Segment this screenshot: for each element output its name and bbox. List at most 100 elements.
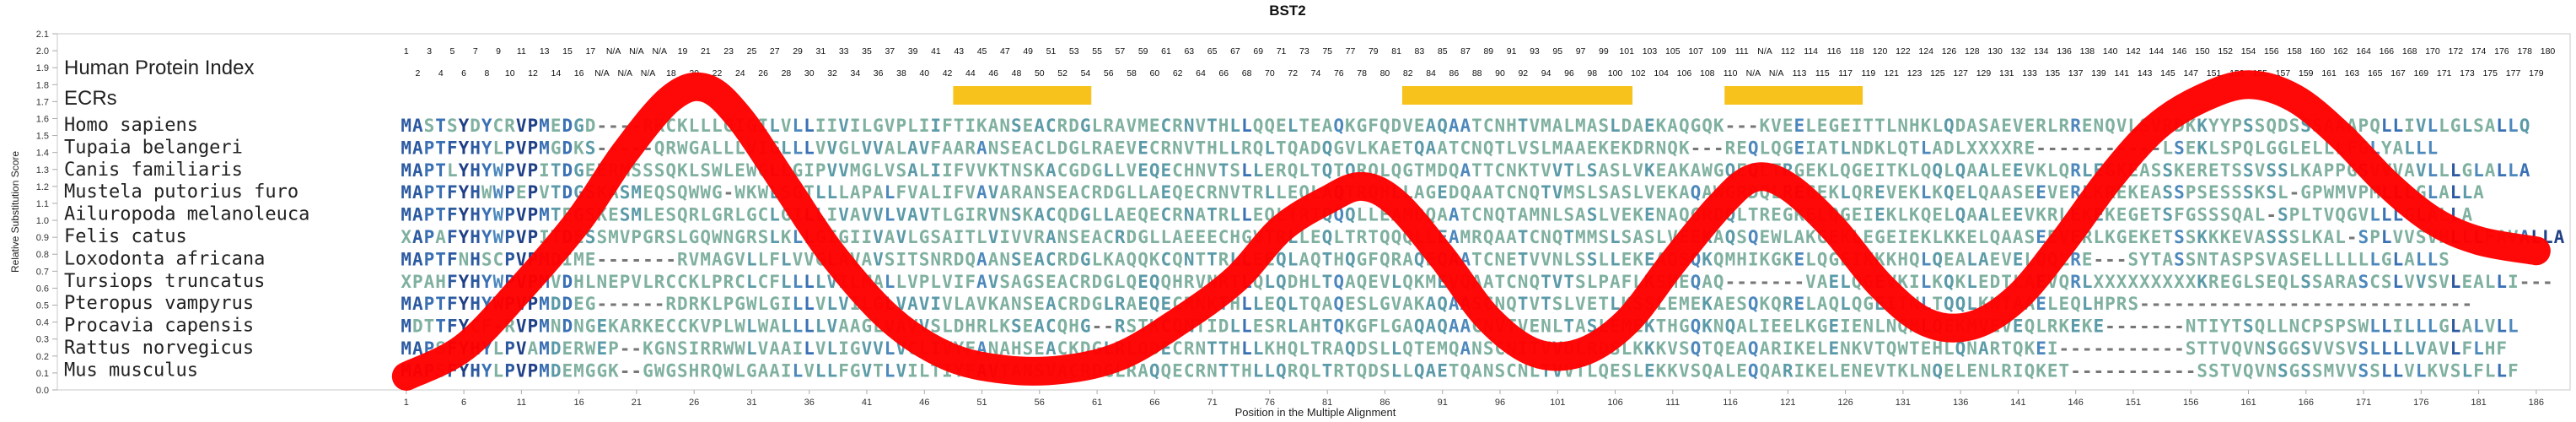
- index-number-top: 178: [2517, 46, 2532, 57]
- index-number-top: N/A: [1757, 46, 1772, 57]
- index-number-bottom: 12: [528, 68, 538, 78]
- index-number-top: N/A: [652, 46, 667, 57]
- index-number-bottom: 177: [2506, 68, 2521, 78]
- protein-index-row: 1 3 5 7 9 11 13 15 17 N/A N/A N/A 19 21 23 25 27 29 31 33 35…: [404, 46, 2556, 78]
- x-tick-label: 146: [2068, 398, 2084, 408]
- x-tick-label: 96: [1495, 398, 1505, 408]
- index-number-bottom: 121: [1884, 68, 1899, 78]
- index-number-bottom: N/A: [641, 68, 656, 78]
- index-number-bottom: 60: [1150, 68, 1160, 78]
- x-tick-label: 166: [2299, 398, 2314, 408]
- y-tick-label: 1.5: [36, 132, 49, 142]
- alignment-row: MAPTLYHYWPVPITDGEERMSSSQKLSWLEWGLLGIPVVM…: [401, 160, 2530, 181]
- index-number-bottom: 98: [1587, 68, 1597, 78]
- species-label: Ailuropoda melanoleuca: [64, 204, 309, 225]
- x-tick-label: 106: [1607, 398, 1622, 408]
- plot-frame: [56, 33, 2571, 391]
- x-tick-label: 36: [804, 398, 815, 408]
- index-number-bottom: 117: [1838, 68, 1853, 78]
- index-number-top: 59: [1138, 46, 1148, 57]
- index-number-bottom: 125: [1930, 68, 1945, 78]
- x-tick-label: 116: [1723, 398, 1738, 408]
- x-axis-label: Position in the Multiple Alignment: [1235, 406, 1396, 419]
- y-tick-label: 1.6: [36, 114, 49, 124]
- index-number-bottom: 131: [1999, 68, 2014, 78]
- index-number-top: 130: [1987, 46, 2003, 57]
- index-number-bottom: 62: [1173, 68, 1183, 78]
- index-number-top: 134: [2034, 46, 2049, 57]
- index-number-top: 45: [977, 46, 987, 57]
- index-number-bottom: 163: [2345, 68, 2360, 78]
- index-number-bottom: 92: [1518, 68, 1528, 78]
- y-tick-label: 0.8: [36, 250, 49, 260]
- index-number-top: 17: [585, 46, 595, 57]
- index-number-bottom: 30: [804, 68, 815, 78]
- x-tick-label: 136: [1953, 398, 1968, 408]
- index-number-top: 107: [1688, 46, 1703, 57]
- x-tick-label: 6: [461, 398, 466, 408]
- index-number-top: 176: [2494, 46, 2509, 57]
- index-number-top: 122: [1896, 46, 1911, 57]
- index-number-top: 27: [770, 46, 780, 57]
- index-number-bottom: 165: [2368, 68, 2383, 78]
- index-number-top: 97: [1576, 46, 1586, 57]
- index-number-bottom: 102: [1631, 68, 1646, 78]
- index-number-top: 138: [2080, 46, 2095, 57]
- y-tick-label: 1.1: [36, 199, 49, 209]
- species-label: Felis catus: [64, 226, 187, 247]
- index-number-top: 124: [1918, 46, 1933, 57]
- index-number-bottom: 64: [1196, 68, 1206, 78]
- index-number-top: 55: [1092, 46, 1102, 57]
- index-number-top: 11: [517, 46, 526, 57]
- index-number-bottom: 72: [1288, 68, 1298, 78]
- index-number-top: 93: [1530, 46, 1540, 57]
- index-number-top: 180: [2541, 46, 2556, 57]
- index-number-top: N/A: [606, 46, 621, 57]
- index-number-top: 156: [2264, 46, 2279, 57]
- index-number-bottom: 80: [1380, 68, 1390, 78]
- index-number-top: 146: [2172, 46, 2187, 57]
- index-number-bottom: 6: [461, 68, 466, 78]
- index-number-top: 47: [1000, 46, 1010, 57]
- x-tick-label: 141: [2010, 398, 2025, 408]
- x-tick-label: 51: [976, 398, 987, 408]
- index-number-bottom: 104: [1654, 68, 1669, 78]
- index-number-top: 95: [1552, 46, 1562, 57]
- index-number-bottom: 50: [1035, 68, 1045, 78]
- ecr-bars: [953, 86, 1863, 105]
- index-number-top: 140: [2103, 46, 2118, 57]
- y-tick-label: 1.2: [36, 182, 49, 192]
- ecr-label: ECRs: [64, 87, 117, 110]
- alignment-row: MAPTFYHWWPEPVTDGSKASMEQSQWWG-WKWLSGTLLLA…: [401, 182, 2484, 203]
- y-tick-label: 1.8: [36, 80, 49, 90]
- y-tick-label: 0.0: [36, 386, 49, 396]
- index-number-top: 57: [1116, 46, 1126, 57]
- index-number-bottom: 42: [943, 68, 953, 78]
- x-tick-label: 121: [1780, 398, 1795, 408]
- index-number-bottom: 32: [827, 68, 837, 78]
- index-number-top: 1: [404, 46, 409, 57]
- index-number-top: 81: [1391, 46, 1401, 57]
- index-number-bottom: 18: [666, 68, 676, 78]
- index-number-bottom: 143: [2138, 68, 2153, 78]
- index-number-top: 103: [1643, 46, 1658, 57]
- index-number-top: 105: [1665, 46, 1681, 57]
- index-number-bottom: 58: [1127, 68, 1137, 78]
- index-number-bottom: 175: [2482, 68, 2498, 78]
- index-number-top: 61: [1161, 46, 1171, 57]
- index-number-top: 87: [1460, 46, 1471, 57]
- x-tick-label: 76: [1265, 398, 1275, 408]
- x-tick-label: 181: [2471, 398, 2486, 408]
- index-number-bottom: N/A: [1746, 68, 1761, 78]
- index-number-bottom: 129: [1976, 68, 1992, 78]
- index-number-bottom: N/A: [594, 68, 610, 78]
- ecr-bar: [953, 86, 1092, 105]
- index-number-top: 9: [496, 46, 501, 57]
- y-tick-label: 0.6: [36, 284, 49, 294]
- index-number-bottom: 133: [2022, 68, 2037, 78]
- index-number-bottom: 70: [1265, 68, 1275, 78]
- x-tick-label: 46: [919, 398, 929, 408]
- index-number-top: 5: [450, 46, 455, 57]
- y-tick-label: 0.3: [36, 335, 49, 345]
- index-number-bottom: 173: [2460, 68, 2475, 78]
